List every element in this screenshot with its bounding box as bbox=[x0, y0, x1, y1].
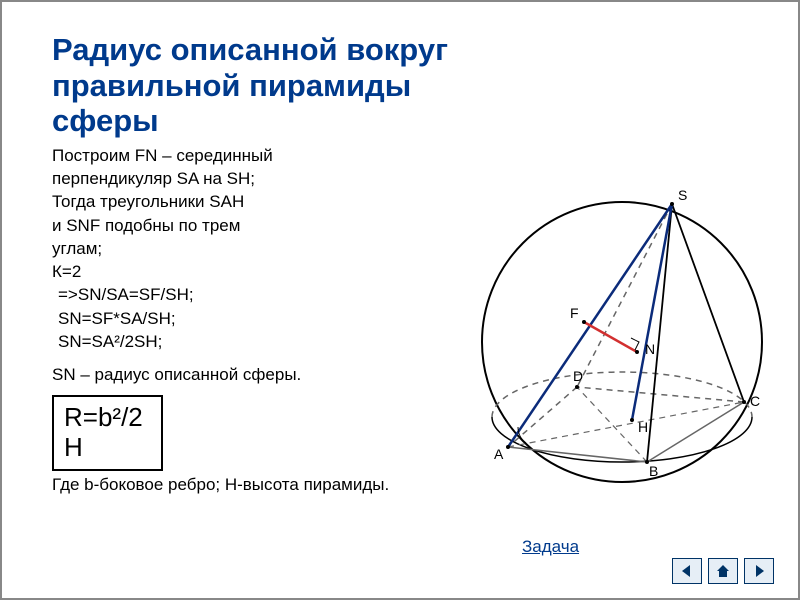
nav-next-button[interactable] bbox=[744, 558, 774, 584]
svg-text:H: H bbox=[638, 419, 648, 435]
formula-box: R=b²/2 H bbox=[52, 395, 163, 471]
svg-text:S: S bbox=[678, 187, 687, 203]
proof-p1b: перпендикуляр SA на SH; bbox=[52, 168, 372, 189]
title-line-1: Радиус описанной вокруг bbox=[52, 32, 448, 67]
title-line-2: правильной пирамиды bbox=[52, 68, 411, 103]
svg-text:B: B bbox=[649, 463, 658, 479]
task-link[interactable]: Задача bbox=[522, 537, 579, 557]
formula-line-2: H bbox=[64, 433, 143, 463]
svg-text:F: F bbox=[570, 305, 579, 321]
prev-icon bbox=[680, 564, 694, 578]
proof-p2a: Тогда треугольники SAH bbox=[52, 191, 372, 212]
next-icon bbox=[752, 564, 766, 578]
nav-home-button[interactable] bbox=[708, 558, 738, 584]
title-line-3: сферы bbox=[52, 103, 159, 138]
nav-prev-button[interactable] bbox=[672, 558, 702, 584]
svg-text:D: D bbox=[573, 368, 583, 384]
slide-title: Радиус описанной вокруг правильной пирам… bbox=[52, 32, 748, 139]
svg-text:A: A bbox=[494, 446, 504, 462]
proof-p2c: углам; bbox=[52, 238, 372, 259]
diagram: S A B C D H N F bbox=[472, 152, 772, 492]
proof-p1a: Построим FN – серединный bbox=[52, 145, 372, 166]
svg-text:C: C bbox=[750, 393, 760, 409]
proof-k: К=2 bbox=[52, 261, 372, 282]
svg-text:N: N bbox=[645, 341, 655, 357]
nav-bar bbox=[672, 558, 774, 584]
formula-line-1: R=b²/2 bbox=[64, 403, 143, 433]
proof-p2b: и SNF подобны по трем bbox=[52, 215, 372, 236]
home-icon bbox=[715, 564, 731, 578]
